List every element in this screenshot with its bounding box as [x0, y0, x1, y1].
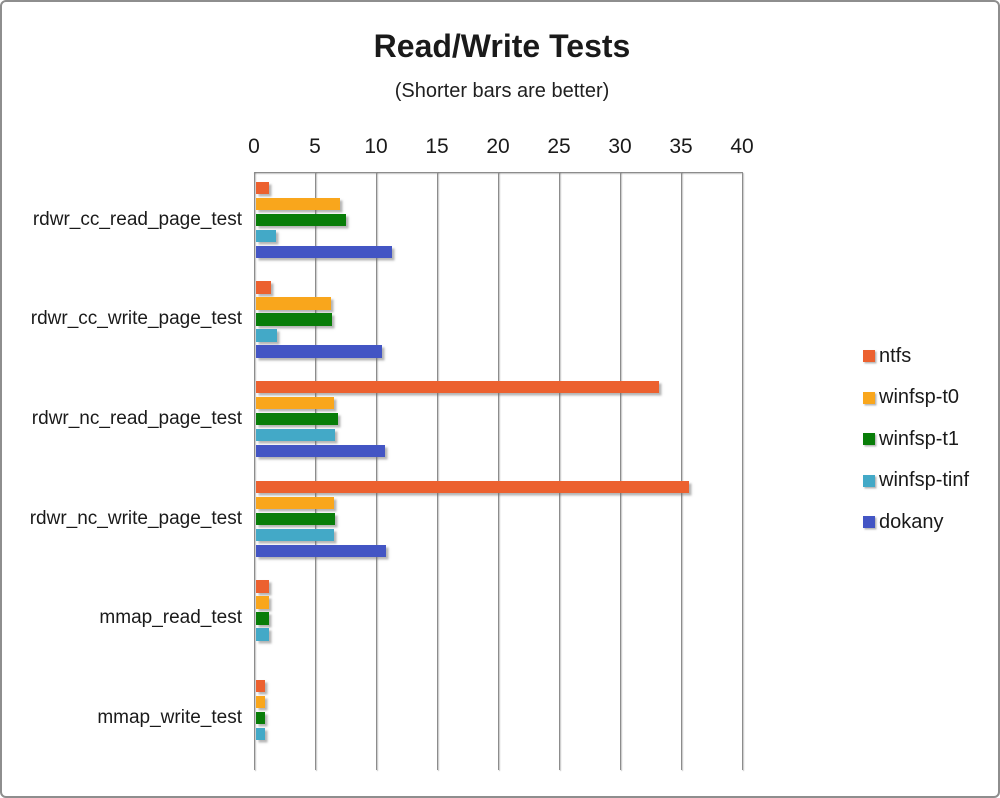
bar-winfsp-tinf-mmap_write_test	[255, 727, 266, 741]
category-label-rdwr_cc_read_page_test: rdwr_cc_read_page_test	[32, 208, 242, 230]
gridline-x-40	[742, 172, 743, 770]
bar-ntfs-rdwr_cc_read_page_test	[255, 181, 269, 194]
bar-winfsp-t1-rdwr_nc_read_page_test	[255, 412, 339, 426]
bar-winfsp-t1-mmap_write_test	[255, 711, 266, 725]
bar-ntfs-rdwr_cc_write_page_test	[255, 281, 272, 294]
legend-swatch-winfsp-t0	[863, 391, 875, 404]
x-tick-label-20: 20	[486, 135, 510, 158]
bar-ntfs-mmap_read_test	[255, 580, 269, 593]
x-tick-label-30: 30	[608, 135, 632, 158]
bar-winfsp-t0-mmap_read_test	[255, 596, 269, 609]
legend-item-winfsp-tinf: winfsp-tinf	[863, 469, 970, 492]
bar-winfsp-tinf-mmap_read_test	[255, 628, 269, 641]
x-tick-label-40: 40	[730, 135, 754, 158]
legend-item-winfsp-t0: winfsp-t0	[863, 386, 960, 409]
bar-winfsp-tinf-rdwr_nc_read_page_test	[255, 428, 335, 442]
bar-winfsp-t0-mmap_write_test	[255, 695, 266, 709]
bar-winfsp-t0-rdwr_cc_write_page_test	[255, 297, 332, 310]
x-tick-label-15: 15	[425, 135, 449, 158]
x-tick-label-25: 25	[547, 135, 571, 158]
bar-dokany-rdwr_nc_read_page_test	[255, 444, 385, 458]
bar-dokany-rdwr_cc_write_page_test	[255, 345, 383, 358]
gridline-x-25	[559, 172, 560, 770]
bar-ntfs-mmap_write_test	[255, 679, 266, 693]
legend-item-ntfs: ntfs	[863, 345, 911, 367]
bar-winfsp-t1-rdwr_nc_write_page_test	[255, 512, 335, 525]
category-label-rdwr_cc_write_page_test: rdwr_cc_write_page_test	[30, 308, 242, 330]
gridline-x-15	[437, 172, 438, 770]
gridline-x-5	[315, 172, 316, 770]
gridline-x-0	[254, 172, 255, 770]
bar-winfsp-t1-rdwr_cc_read_page_test	[255, 213, 346, 226]
bar-winfsp-t0-rdwr_nc_write_page_test	[255, 496, 334, 509]
x-tick-label-0: 0	[248, 135, 260, 158]
legend-label-winfsp-t1: winfsp-t1	[879, 427, 960, 450]
category-label-mmap_write_test: mmap_write_test	[97, 707, 242, 729]
gridline-x-20	[498, 172, 499, 770]
gridline-x-10	[376, 172, 377, 770]
bar-dokany-rdwr_nc_write_page_test	[255, 544, 387, 557]
legend-swatch-ntfs	[863, 350, 875, 362]
bar-winfsp-t0-rdwr_cc_read_page_test	[255, 197, 340, 210]
legend-label-dokany: dokany	[879, 510, 944, 533]
legend-swatch-winfsp-tinf	[863, 474, 875, 487]
legend-swatch-dokany	[863, 516, 875, 528]
bar-winfsp-t0-rdwr_nc_read_page_test	[255, 396, 334, 410]
plot-area	[254, 172, 743, 770]
chart-title: Read/Write Tests	[373, 28, 631, 64]
legend-item-dokany: dokany	[863, 511, 944, 533]
bar-winfsp-tinf-rdwr_cc_read_page_test	[255, 229, 277, 242]
category-label-rdwr_nc_read_page_test: rdwr_nc_read_page_test	[31, 408, 242, 430]
bar-dokany-rdwr_cc_read_page_test	[255, 245, 393, 258]
category-label-mmap_read_test: mmap_read_test	[99, 607, 242, 629]
bar-winfsp-tinf-rdwr_cc_write_page_test	[255, 329, 278, 342]
legend-label-ntfs: ntfs	[879, 344, 912, 367]
gridline-x-35	[681, 172, 682, 770]
bar-ntfs-rdwr_nc_read_page_test	[255, 380, 660, 394]
bar-winfsp-t1-mmap_read_test	[255, 612, 269, 625]
bar-winfsp-tinf-rdwr_nc_write_page_test	[255, 528, 334, 541]
x-tick-label-5: 5	[309, 135, 321, 158]
legend-label-winfsp-tinf: winfsp-tinf	[879, 469, 970, 491]
gridline-x-30	[620, 172, 621, 770]
bar-ntfs-rdwr_nc_write_page_test	[255, 480, 689, 493]
legend-item-winfsp-t1: winfsp-t1	[863, 428, 959, 450]
chart-subtitle: (Shorter bars are better)	[394, 80, 610, 102]
legend-label-winfsp-t0: winfsp-t0	[879, 386, 960, 408]
category-label-rdwr_nc_write_page_test: rdwr_nc_write_page_test	[29, 507, 242, 529]
x-tick-label-35: 35	[669, 135, 693, 158]
legend-swatch-winfsp-t1	[863, 433, 875, 445]
x-tick-label-10: 10	[364, 135, 388, 158]
bar-winfsp-t1-rdwr_cc_write_page_test	[255, 313, 333, 326]
